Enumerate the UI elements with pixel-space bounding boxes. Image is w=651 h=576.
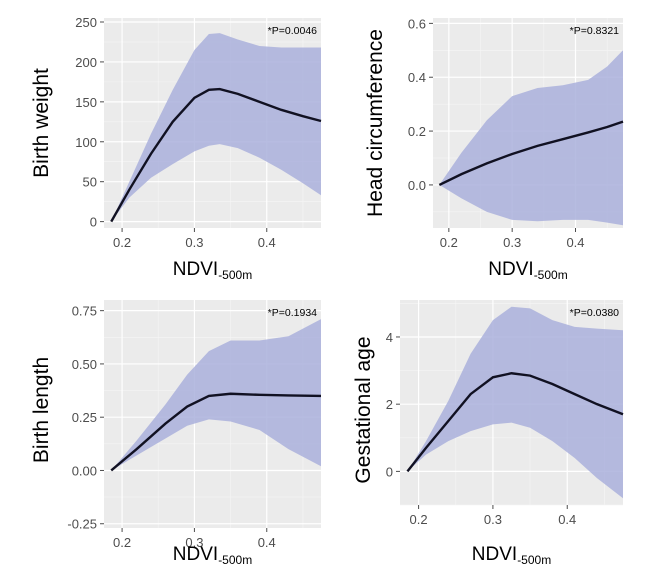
chart-panel-3: 0.2 0.3 0.4 -0.25 0.00 0.25 0.50 0.75 *P=0.1934 B… <box>30 300 322 567</box>
y-tick-label: 100 <box>75 135 97 150</box>
y-tick-label: 2 <box>386 397 393 412</box>
y-tick-label: 0.00 <box>72 463 97 478</box>
x-tick-label: 0.2 <box>440 235 458 250</box>
x-axis-label: NDVI-500m <box>472 544 551 567</box>
x-axis-label-subscript: -500m <box>517 553 551 567</box>
p-value-annotation: *P=0.0380 <box>570 307 619 319</box>
y-tick-label: 0.0 <box>408 178 426 193</box>
confidence-band <box>439 50 623 226</box>
y-tick-label: 150 <box>75 95 97 110</box>
y-tick-label: 4 <box>386 330 393 345</box>
fitted-curve <box>438 120 624 187</box>
x-axis-label-subscript: -500m <box>534 268 568 282</box>
y-tick-label: 200 <box>75 55 97 70</box>
fitted-curve <box>406 372 624 473</box>
x-tick-label: 0.3 <box>484 512 502 527</box>
x-tick-label: 0.4 <box>558 512 576 527</box>
fitted-curve <box>110 392 322 472</box>
x-axis-label-main: NDVI <box>472 544 517 565</box>
y-tick-label: 0.25 <box>72 410 97 425</box>
confidence-band <box>111 33 321 222</box>
y-tick-label: 0 <box>386 464 393 479</box>
x-tick-label: 0.4 <box>258 235 276 250</box>
chart-panel-2: 0.2 0.3 0.4 0.0 0.2 0.4 0.6 *P=0.8321 Head circu… <box>364 16 624 282</box>
chart-panel-1: 0.2 0.3 0.4 0 50 100 150 200 250 *P=0.0046 Birth w… <box>30 15 322 282</box>
y-axis-label: Head circumference <box>364 29 387 217</box>
y-axis-label: Birth length <box>30 357 53 463</box>
y-tick-label: 0.2 <box>408 124 426 139</box>
y-tick-label: -0.25 <box>67 517 97 532</box>
p-value-annotation: *P=0.8321 <box>570 25 619 37</box>
x-tick-label: 0.3 <box>185 235 203 250</box>
x-axis-label-main: NDVI <box>488 259 533 280</box>
x-axis-label-main: NDVI <box>173 544 218 565</box>
y-tick-label: 0.50 <box>72 357 97 372</box>
x-tick-label: 0.4 <box>566 235 584 250</box>
x-axis-label-subscript: -500m <box>218 268 252 282</box>
y-tick-label: 0.75 <box>72 304 97 319</box>
confidence-band <box>407 306 623 499</box>
x-tick-label: 0.3 <box>503 235 521 250</box>
y-tick-label: 50 <box>83 175 97 190</box>
x-axis-label: NDVI-500m <box>173 544 252 567</box>
x-tick-label: 0.3 <box>185 535 203 550</box>
y-tick-label: 250 <box>75 15 97 30</box>
x-tick-label: 0.2 <box>113 235 131 250</box>
x-axis-label: NDVI-500m <box>488 259 567 282</box>
y-tick-label: 0 <box>90 215 97 230</box>
x-axis-label-main: NDVI <box>173 259 218 280</box>
chart-panel-4: 0.2 0.3 0.4 0 2 4 *P=0.0380 Gestational age NDVI… <box>352 300 624 567</box>
x-tick-label: 0.4 <box>258 535 276 550</box>
p-value-annotation: *P=0.1934 <box>268 307 317 319</box>
p-value-annotation: *P=0.0046 <box>268 25 317 37</box>
x-axis-label: NDVI-500m <box>173 259 252 282</box>
fitted-curve <box>110 87 322 223</box>
x-tick-label: 0.2 <box>113 535 131 550</box>
y-tick-label: 0.4 <box>408 70 426 85</box>
y-axis-label: Birth weight <box>30 68 53 178</box>
x-tick-label: 0.2 <box>410 512 428 527</box>
y-axis-label: Gestational age <box>352 336 375 483</box>
y-tick-label: 0.6 <box>408 16 426 31</box>
x-axis-label-subscript: -500m <box>218 553 252 567</box>
